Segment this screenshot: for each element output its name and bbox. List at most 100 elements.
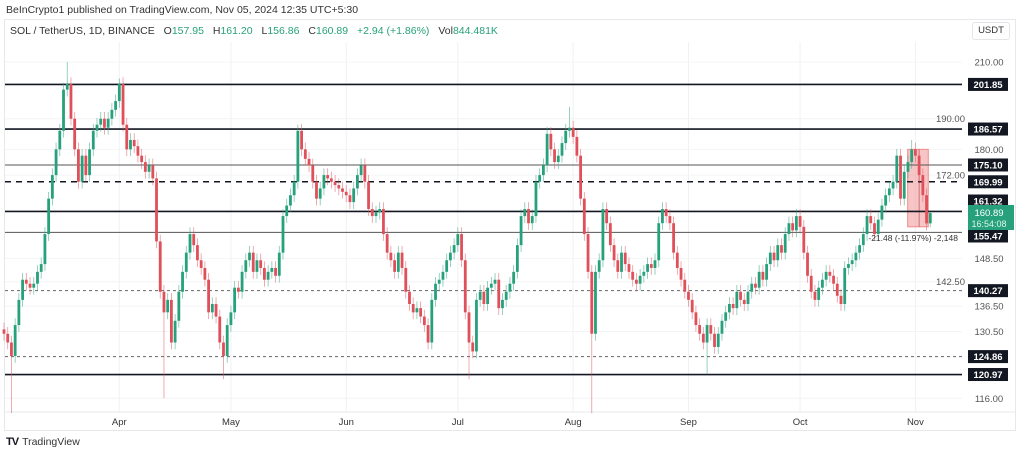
candle-body	[765, 264, 768, 280]
candle	[657, 216, 661, 268]
candle	[32, 276, 36, 295]
candle-body	[188, 234, 192, 253]
candle-body	[114, 101, 117, 110]
candle-body	[32, 283, 36, 288]
candle	[471, 335, 475, 359]
candle	[687, 284, 690, 307]
candle-body	[854, 252, 858, 261]
candle-body	[754, 283, 757, 288]
candle	[739, 284, 742, 307]
candle	[545, 127, 549, 173]
candle	[222, 335, 225, 380]
candle-body	[367, 181, 370, 210]
candle-body	[579, 155, 582, 199]
candle-body	[460, 234, 463, 261]
candle	[359, 158, 363, 182]
tradingview-logo[interactable]: TV TradingView	[6, 436, 80, 448]
candle	[467, 305, 471, 380]
candle	[329, 171, 333, 189]
candle-body	[471, 342, 475, 352]
candle-body	[828, 271, 832, 276]
candle	[337, 178, 341, 196]
candle	[274, 261, 277, 283]
high-value: 161.20	[220, 25, 253, 37]
candle	[99, 111, 103, 132]
candle-body	[519, 216, 523, 246]
candle-body	[445, 260, 449, 272]
candle-body	[147, 165, 151, 172]
candle-body	[415, 308, 419, 313]
candle	[277, 245, 281, 283]
candle-body	[489, 283, 493, 288]
candle-body	[277, 252, 281, 276]
candle	[95, 117, 99, 138]
candle-body	[661, 209, 664, 224]
candle-body	[430, 299, 434, 343]
candle	[140, 148, 144, 169]
candle	[17, 293, 21, 332]
candle-body	[608, 223, 612, 246]
candle	[255, 253, 259, 279]
candle	[701, 326, 705, 350]
candle-body	[95, 124, 99, 131]
symbol-label[interactable]: SOL / TetherUS, 1D, BINANCE	[10, 25, 155, 37]
candle-body	[631, 271, 635, 280]
candle-body	[925, 195, 928, 224]
candle-body	[649, 264, 653, 268]
candle	[173, 314, 177, 350]
candle-body	[787, 223, 791, 235]
candle	[13, 318, 17, 363]
candle-body	[65, 84, 69, 90]
candle-body	[441, 271, 445, 280]
candle-body	[240, 271, 244, 292]
candle-body	[449, 252, 452, 261]
candle	[28, 276, 32, 295]
candle	[404, 261, 408, 299]
candle	[378, 202, 382, 220]
last-price-label: 160.89	[974, 208, 1003, 219]
candle-body	[166, 299, 170, 313]
candle-body	[549, 133, 553, 150]
candle	[672, 216, 675, 260]
candle-body	[270, 267, 274, 272]
candle	[400, 245, 404, 275]
level-price-tag	[968, 77, 1008, 91]
candle-body	[698, 325, 702, 334]
candle	[616, 253, 620, 279]
candle-body	[329, 178, 333, 182]
candle-body	[225, 325, 229, 356]
candle	[705, 318, 709, 375]
candle	[869, 209, 873, 231]
candle-body	[791, 223, 795, 231]
candle-body	[858, 245, 861, 253]
candle	[791, 216, 795, 238]
candle-body	[36, 271, 39, 284]
candle-body	[806, 252, 809, 276]
candle	[575, 130, 579, 163]
candle-body	[17, 299, 21, 326]
candle	[192, 227, 196, 252]
level-price-label: 161.32	[973, 197, 1002, 208]
candle	[315, 174, 318, 206]
candle	[880, 198, 884, 227]
candle-body	[742, 299, 746, 305]
candle-body	[318, 188, 322, 199]
brand-label: TradingView	[22, 436, 80, 448]
candle	[538, 168, 542, 189]
candle	[69, 77, 73, 126]
candle-body	[244, 260, 248, 272]
candle-body	[891, 181, 895, 189]
candle	[560, 136, 564, 163]
candle-body	[289, 195, 292, 206]
candle-body	[642, 271, 646, 276]
price-range-label: -21.48 (-11.97%) -2,148	[868, 233, 958, 243]
currency-button[interactable]: USDT	[972, 22, 1010, 40]
candle-body	[28, 283, 32, 288]
candle	[47, 191, 51, 241]
candle-body	[117, 84, 121, 102]
candle	[835, 276, 839, 303]
candle-body	[597, 260, 601, 272]
candle	[374, 205, 378, 223]
candle-body	[281, 216, 285, 253]
